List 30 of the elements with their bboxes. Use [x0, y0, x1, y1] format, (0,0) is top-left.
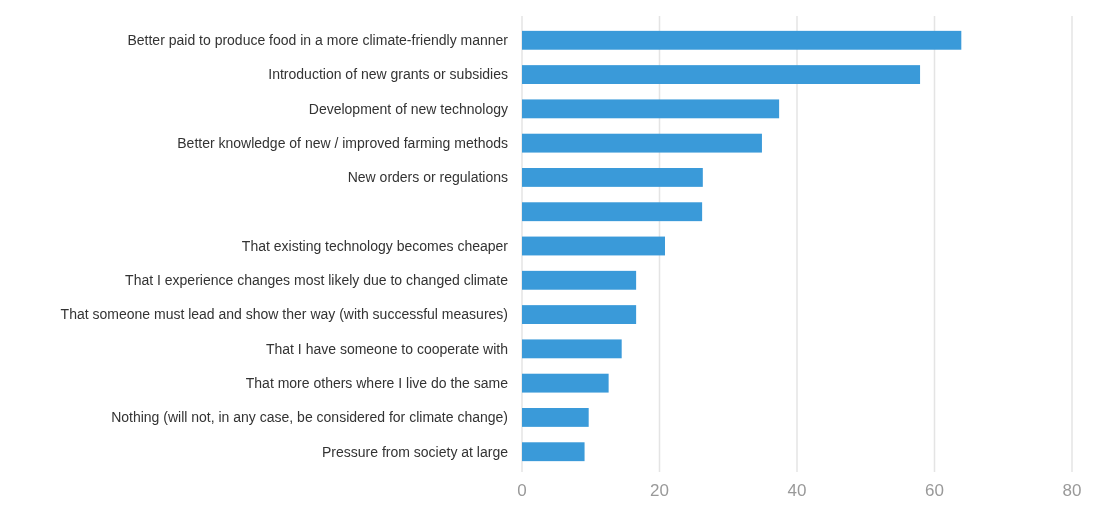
y-tick-label: That more others where I live do the same [245, 375, 509, 392]
x-tick-label: 0 [517, 481, 527, 500]
x-tick-label: 20 [650, 481, 669, 500]
x-tick-label: 40 [787, 481, 807, 500]
y-tick-label: Nothing (will not, in any case, be considered for climate change) [111, 409, 508, 426]
bar [522, 30, 962, 50]
x-tick-label: 60 [925, 481, 944, 500]
bar [522, 236, 665, 256]
y-tick-label: That I have someone to cooperate with [265, 340, 508, 357]
bar [522, 168, 703, 187]
bar [522, 339, 622, 359]
y-tick-label: New orders or regulations [347, 169, 508, 186]
y-tick-label: Pressure from society at large [322, 443, 509, 460]
y-tick-label: Introduction of new grants or subsidies [268, 66, 508, 83]
y-tick-label: That I experience changes most likely due to changed climate [125, 272, 509, 289]
bar [522, 202, 703, 222]
y-tick-label: Development of new technology [308, 100, 508, 117]
bar [522, 133, 762, 153]
bar [522, 270, 637, 290]
bar [522, 408, 589, 427]
y-tick-label: That someone must lead and show ther way (with successful measures) [60, 306, 508, 323]
y-tick-label: That existing technology becomes cheaper [241, 237, 509, 254]
y-tick-label: Better paid to produce food in a more climate-friendly manner [127, 32, 509, 49]
bar [522, 65, 921, 84]
bar [522, 373, 609, 393]
bar [522, 99, 780, 119]
bar [522, 305, 637, 324]
x-tick-label: 80 [1062, 481, 1082, 500]
bar [522, 442, 585, 462]
y-tick-label: Better knowledge of new / improved farming methods [177, 135, 508, 152]
